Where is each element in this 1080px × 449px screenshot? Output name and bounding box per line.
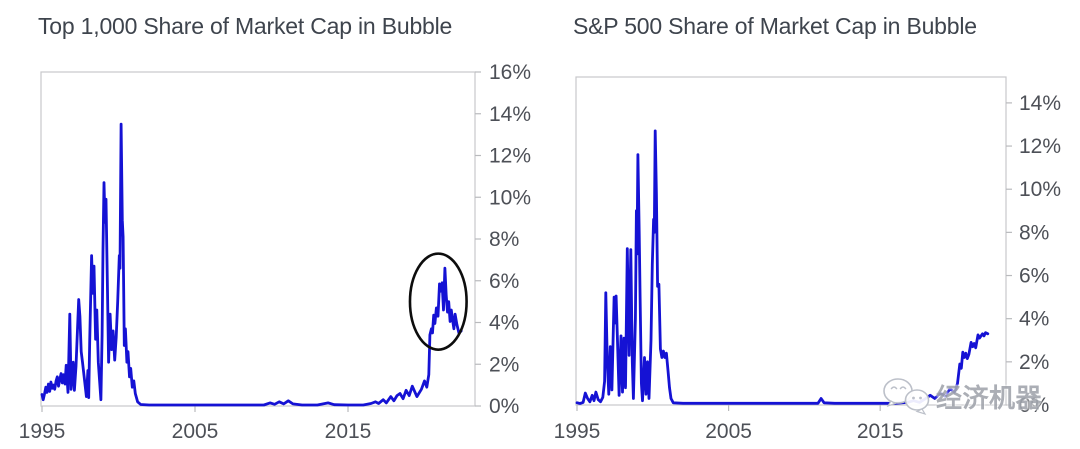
y-tick-label: 10% xyxy=(489,186,531,209)
x-tick-label: 1995 xyxy=(19,420,66,443)
y-tick-label: 4% xyxy=(489,312,519,335)
y-tick-label: 8% xyxy=(1019,221,1049,244)
chart-sp500: 0% 2% 4% 6% 8% 10% 12% 14% 1995 2005 2015 xyxy=(554,76,1061,443)
y-tick-label: 2% xyxy=(489,353,519,376)
data-line xyxy=(575,129,990,405)
x-tick-label: 2015 xyxy=(857,420,904,443)
y-tick-label: 10% xyxy=(1019,178,1061,201)
y-tick-label: 4% xyxy=(1019,308,1049,331)
y-tick-label: 0% xyxy=(1019,394,1049,417)
y-tick-label: 0% xyxy=(489,395,519,418)
y-tick-label: 14% xyxy=(1019,92,1061,115)
data-line xyxy=(40,122,463,407)
y-tick-label: 6% xyxy=(489,270,519,293)
x-tick-label: 1995 xyxy=(554,420,601,443)
y-tick-label: 12% xyxy=(489,145,531,168)
y-tick-label: 14% xyxy=(489,103,531,126)
y-tick-label: 2% xyxy=(1019,351,1049,374)
y-tick-label: 6% xyxy=(1019,265,1049,288)
x-tick-label: 2005 xyxy=(705,420,752,443)
plot-frame xyxy=(575,76,1007,406)
x-tick-label: 2015 xyxy=(325,420,372,443)
y-tick-label: 8% xyxy=(489,228,519,251)
y-tick-label: 12% xyxy=(1019,135,1061,158)
annotation-ellipse xyxy=(408,252,468,351)
y-tick-label: 16% xyxy=(489,61,531,84)
chart-top1000: 0% 2% 4% 6% 8% 10% 12% 14% 16% 1995 2005 2015 xyxy=(19,61,531,443)
x-tick-label: 2005 xyxy=(172,420,219,443)
chart-title-sp500: S&P 500 Share of Market Cap in Bubble xyxy=(573,13,977,39)
chart-title-top1000: Top 1,000 Share of Market Cap in Bubble xyxy=(38,13,453,39)
